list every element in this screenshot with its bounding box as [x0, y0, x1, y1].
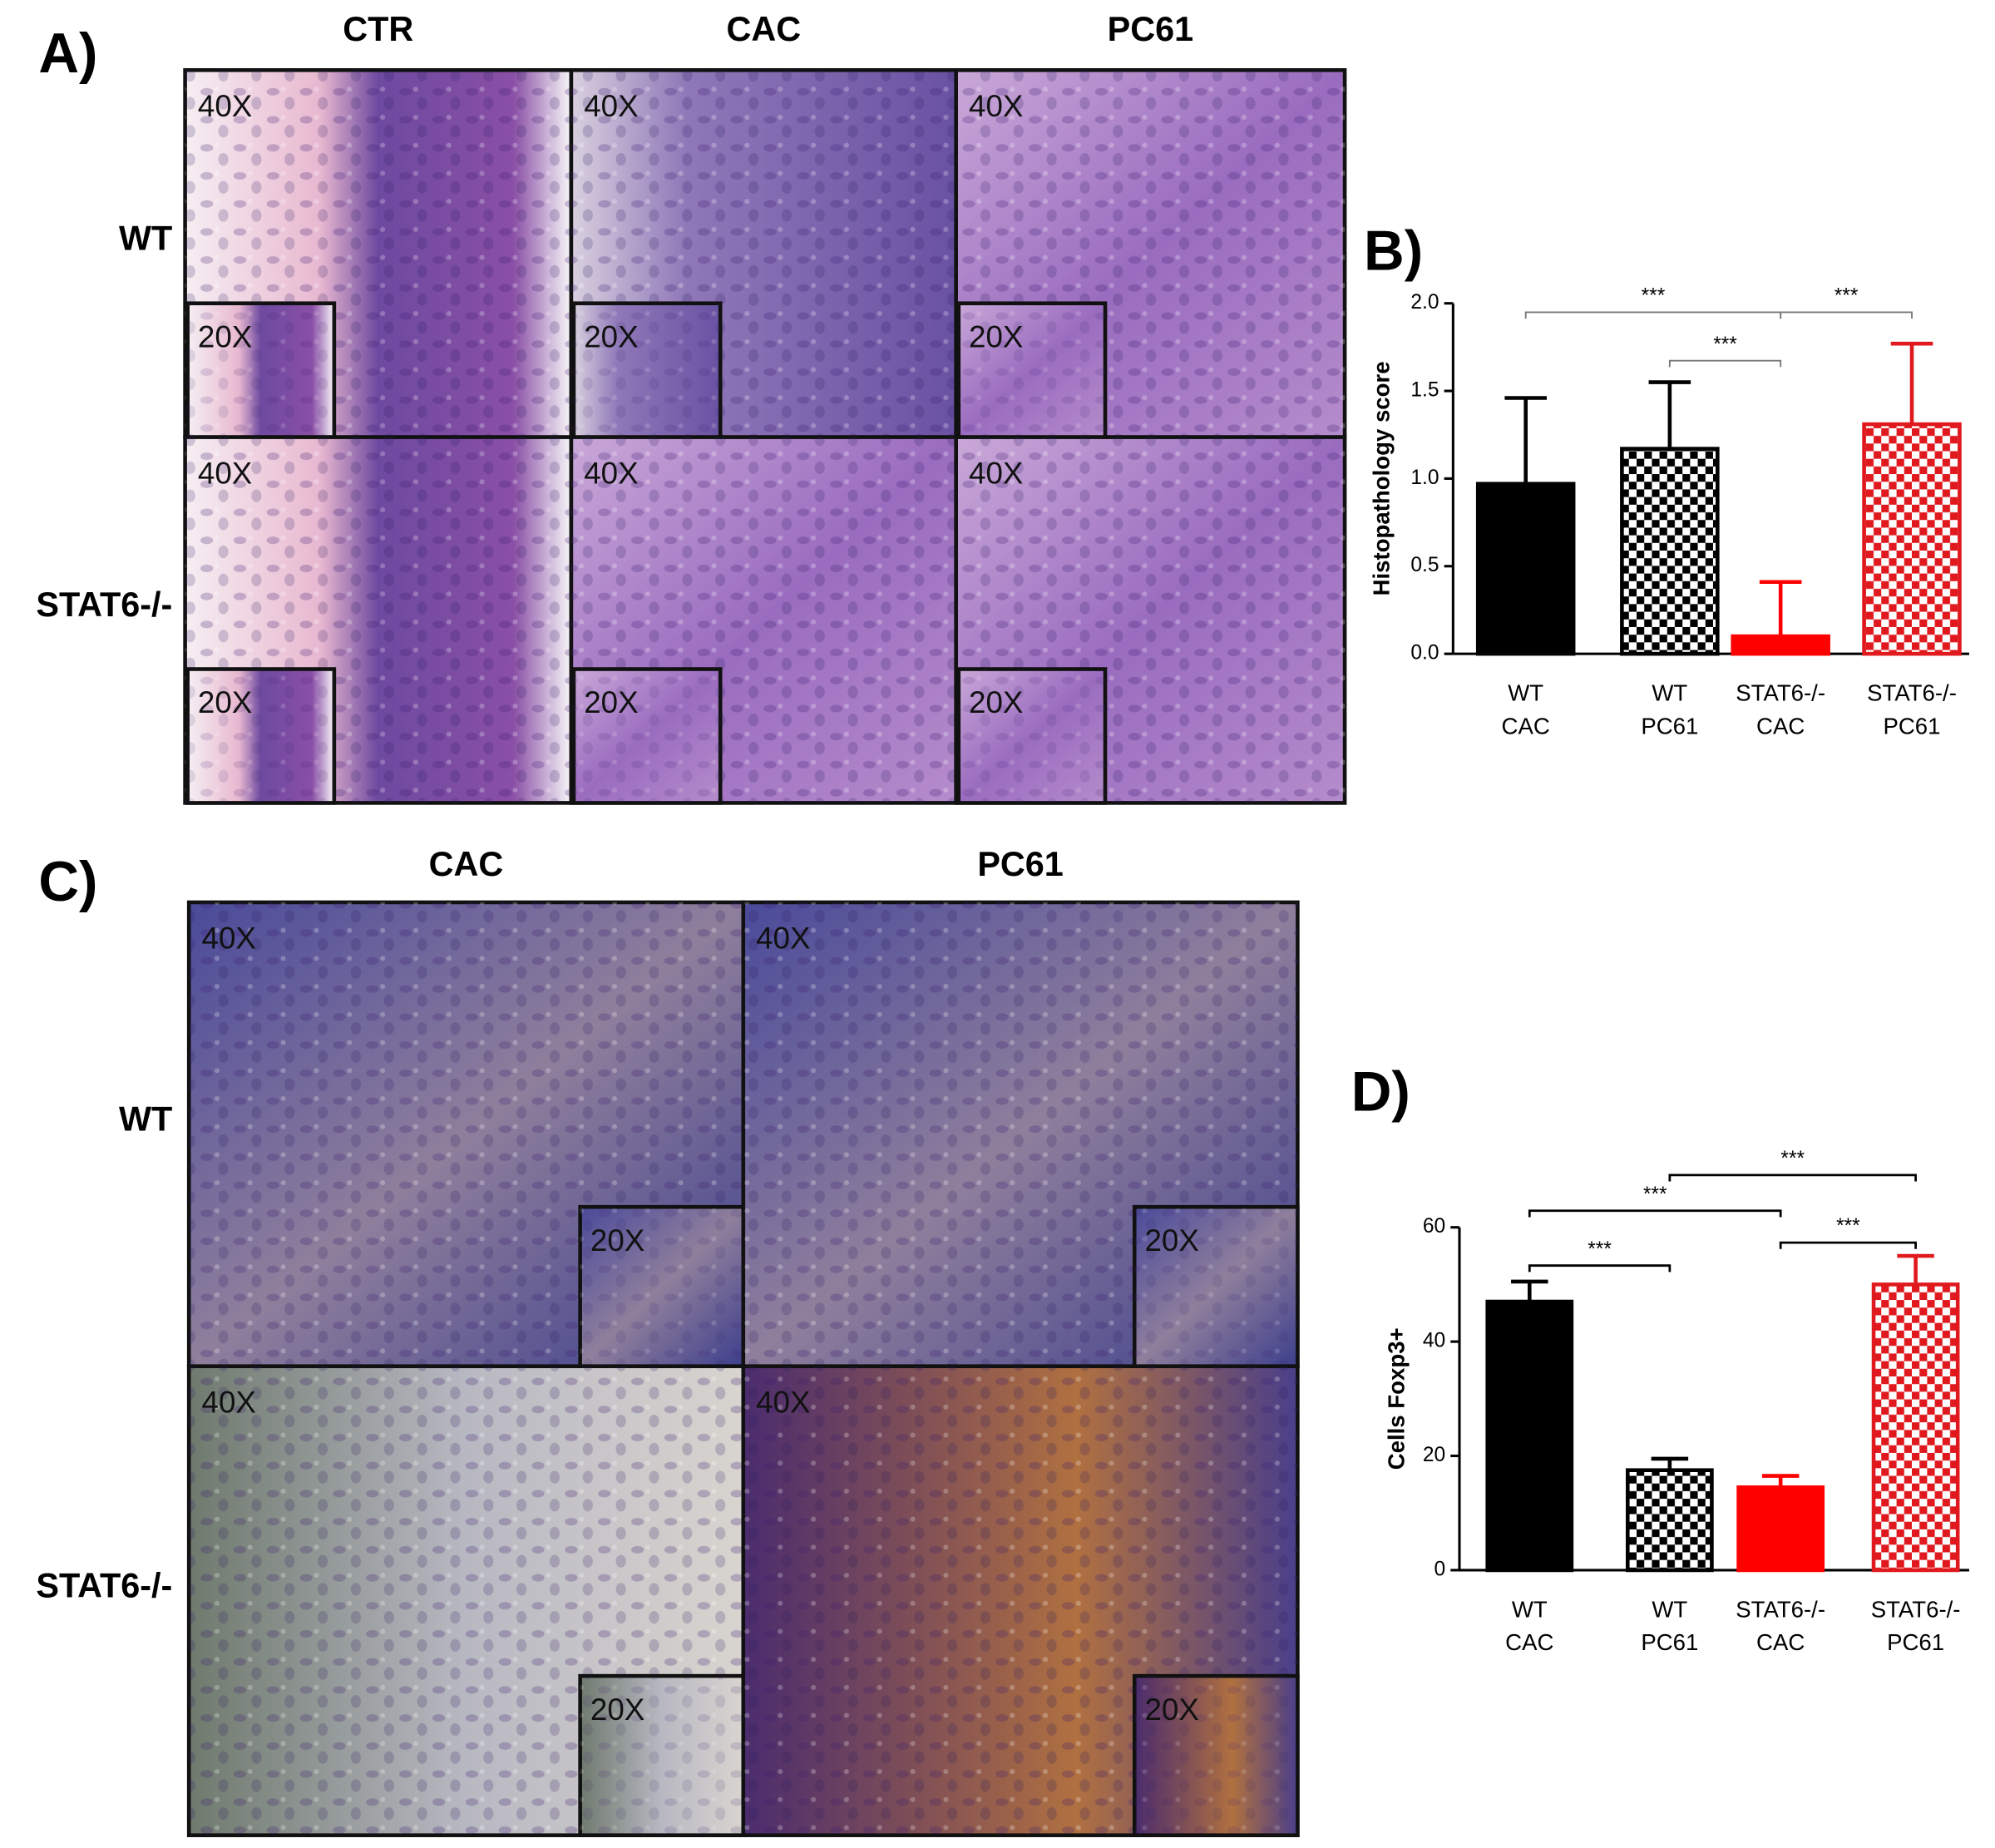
significance-label: ***: [1780, 1148, 1805, 1170]
x-tick-label: WT: [1512, 1596, 1548, 1622]
x-tick-label: CAC: [1756, 713, 1805, 739]
bar: [1475, 482, 1576, 656]
panel-label: A): [38, 22, 97, 85]
magnification-label: 40X: [198, 456, 252, 490]
magnification-label: 40X: [198, 89, 252, 123]
y-tick-label: 1.5: [1410, 379, 1439, 402]
y-axis-title: Histopathology score: [1368, 361, 1394, 595]
y-tick-label: 20: [1423, 1444, 1445, 1466]
inset-texture: [1134, 1207, 1298, 1366]
panel-label: D): [1351, 1061, 1410, 1124]
inset-magnification-label: 20X: [198, 685, 252, 719]
significance-bracket: [1780, 311, 1913, 319]
significance-label: ***: [1713, 334, 1737, 356]
inset-texture: [573, 669, 721, 803]
significance-bracket: [1668, 1174, 1917, 1182]
column-header: CAC: [429, 845, 504, 883]
inset-texture: [187, 303, 334, 437]
significance-bracket: [1528, 1264, 1672, 1272]
bar: [1731, 634, 1830, 656]
y-tick-label: 0.0: [1410, 642, 1439, 665]
x-tick-label: PC61: [1887, 1629, 1944, 1655]
significance-label: ***: [1588, 1238, 1612, 1261]
panel-label: B): [1364, 220, 1423, 282]
magnification-label: 40X: [969, 89, 1023, 123]
row-header: WT: [119, 220, 172, 258]
significance-bracket: [1528, 1209, 1782, 1218]
inset-texture: [1134, 1676, 1298, 1836]
column-header: CAC: [726, 10, 801, 48]
inset-texture: [187, 669, 334, 803]
bar: [1862, 422, 1962, 656]
x-tick-label: PC61: [1641, 1629, 1698, 1655]
inset-texture: [580, 1207, 743, 1366]
x-tick-label: WT: [1508, 679, 1543, 705]
bar: [1736, 1485, 1825, 1573]
significance-bracket: [1524, 311, 1782, 319]
bar: [1620, 447, 1720, 656]
significance-label: ***: [1836, 1215, 1860, 1238]
magnification-label: 40X: [756, 1385, 810, 1419]
inset-magnification-label: 20X: [969, 319, 1023, 353]
magnification-label: 40X: [202, 1385, 256, 1419]
panel-label: C): [38, 851, 97, 913]
inset-texture: [958, 669, 1105, 803]
y-tick-label: 40: [1423, 1330, 1445, 1352]
x-tick-label: CAC: [1502, 713, 1550, 739]
magnification-label: 40X: [969, 456, 1023, 490]
significance-bracket: [1668, 359, 1782, 368]
x-tick-label: CAC: [1505, 1629, 1553, 1655]
row-header: STAT6-/-: [36, 1566, 172, 1604]
x-tick-label: STAT6-/-: [1867, 679, 1957, 705]
significance-label: ***: [1835, 285, 1859, 308]
y-tick-label: 0: [1435, 1558, 1446, 1580]
x-tick-label: STAT6-/-: [1871, 1596, 1961, 1622]
x-tick-label: WT: [1652, 1596, 1687, 1622]
bar: [1625, 1468, 1714, 1573]
significance-label: ***: [1642, 285, 1666, 308]
bar: [1485, 1299, 1574, 1573]
bar: [1871, 1282, 1960, 1573]
significance-bracket: [1779, 1241, 1917, 1249]
magnification-label: 40X: [756, 922, 810, 956]
x-tick-label: PC61: [1641, 713, 1698, 739]
row-header: STAT6-/-: [36, 586, 172, 624]
x-tick-label: STAT6-/-: [1736, 1596, 1825, 1622]
x-tick-label: STAT6-/-: [1736, 679, 1825, 705]
row-header: WT: [119, 1099, 172, 1138]
magnification-label: 40X: [584, 456, 638, 490]
significance-label: ***: [1643, 1183, 1667, 1206]
magnification-label: 40X: [202, 922, 256, 956]
inset-magnification-label: 20X: [584, 319, 638, 353]
inset-magnification-label: 20X: [969, 685, 1023, 719]
column-header: CTR: [343, 10, 413, 48]
inset-magnification-label: 20X: [1144, 1692, 1198, 1727]
magnification-label: 40X: [584, 89, 638, 123]
inset-magnification-label: 20X: [198, 319, 252, 353]
y-tick-label: 0.5: [1410, 554, 1439, 576]
inset-texture: [958, 303, 1105, 437]
inset-texture: [580, 1676, 743, 1836]
y-tick-label: 1.0: [1410, 467, 1439, 489]
inset-magnification-label: 20X: [590, 1692, 644, 1727]
column-header: PC61: [977, 845, 1063, 883]
y-tick-label: 2.0: [1410, 291, 1439, 314]
inset-texture: [573, 303, 721, 437]
column-header: PC61: [1108, 10, 1193, 48]
x-tick-label: CAC: [1756, 1629, 1805, 1655]
y-tick-label: 60: [1423, 1215, 1445, 1238]
inset-magnification-label: 20X: [584, 685, 638, 719]
y-axis-title: Cells Foxp3+: [1384, 1327, 1410, 1470]
x-tick-label: PC61: [1884, 713, 1941, 739]
inset-magnification-label: 20X: [1144, 1223, 1198, 1258]
x-tick-label: WT: [1652, 679, 1687, 705]
inset-magnification-label: 20X: [590, 1223, 644, 1258]
